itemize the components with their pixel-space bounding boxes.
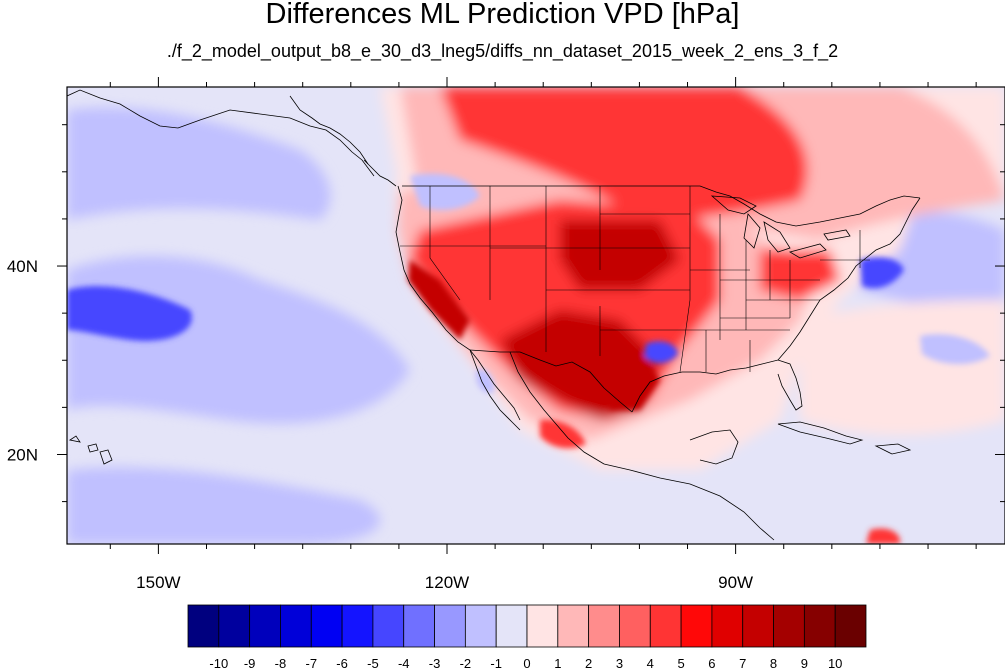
colorbar-label: 10 <box>828 656 842 671</box>
ocean-blue-north <box>67 107 331 220</box>
colorbar-box <box>773 604 805 648</box>
strong-blue-pacific <box>67 286 192 341</box>
colorbar-box <box>649 604 682 648</box>
blue-mid-atlantic <box>920 334 990 365</box>
us-west-coastline <box>395 185 521 421</box>
canada-west-coastline <box>363 159 397 187</box>
colorbar-label: -9 <box>244 656 256 671</box>
red-caribbean-patch <box>866 528 900 544</box>
dark-red-california <box>408 260 470 340</box>
ocean-blue-tropics <box>67 467 380 544</box>
lon-tick-label: 150W <box>136 573 180 592</box>
colorbar-label: 4 <box>647 656 654 671</box>
colorbar-label: -2 <box>460 656 472 671</box>
colorbar-label: -4 <box>398 656 410 671</box>
colorbar-label: 5 <box>677 656 684 671</box>
colorbar-label: -5 <box>367 656 379 671</box>
colorbar-box <box>742 604 774 648</box>
lon-tick-label: 90W <box>718 573 753 592</box>
alaska-panhandle <box>289 95 369 165</box>
colorbar-label: 1 <box>554 656 561 671</box>
colorbar-box <box>310 604 343 648</box>
colorbar-label: -10 <box>209 656 228 671</box>
red-mexico <box>540 419 586 449</box>
colorbar-box <box>588 604 620 648</box>
political-boundaries <box>67 89 921 541</box>
colorbar-label: 7 <box>739 656 746 671</box>
red-north <box>440 87 808 220</box>
dark-red-texas <box>590 350 660 410</box>
us-mexico-border <box>469 349 633 413</box>
colorbar-box <box>464 604 497 648</box>
colorbar-box <box>372 604 405 648</box>
great-lakes <box>710 195 851 259</box>
lon-tick-label: 120W <box>425 573 469 592</box>
colorbar-box <box>187 604 220 648</box>
gulf-coastline <box>631 359 803 413</box>
colorbar-label: -7 <box>305 656 317 671</box>
colorbar-box <box>249 604 281 648</box>
colorbar: -10 -9 -8 -7 -6 -5 -4 -3 -2 -1 0 1 2 3 4 5 6 7 8 9 10 <box>187 604 867 671</box>
us-canada-border <box>402 185 921 227</box>
us-east-coastline <box>777 197 921 361</box>
blue-bc-coast <box>410 173 480 211</box>
colorbar-box <box>619 604 651 648</box>
axis-tick-labels: 150W 120W 90W 40N 20N <box>7 257 753 592</box>
colorbar-box <box>711 604 744 648</box>
hispaniola-coastline <box>874 443 912 455</box>
colorbar-box <box>280 604 312 648</box>
strong-blue-gulf <box>644 341 678 364</box>
state-boundaries <box>400 186 870 373</box>
dark-red-plains <box>560 220 680 290</box>
colorbar-box <box>403 604 435 648</box>
colorbar-labels: -10 -9 -8 -7 -6 -5 -4 -3 -2 -1 0 1 2 3 4 5 6 7 8 9 10 <box>209 656 842 671</box>
field-regions <box>67 87 1005 544</box>
colorbar-box <box>434 604 466 648</box>
colorbar-box <box>495 604 528 648</box>
colorbar-label: 6 <box>708 656 715 671</box>
axis-ticks <box>57 77 1005 554</box>
vpd-difference-field <box>67 87 1005 544</box>
colorbar-box <box>218 604 251 648</box>
colorbar-label: 2 <box>585 656 592 671</box>
central-america-coastline <box>603 463 775 541</box>
colorbar-boxes <box>187 604 867 648</box>
mexico-west-coastline <box>509 351 605 465</box>
colorbar-label: 0 <box>523 656 530 671</box>
red-east <box>760 250 840 300</box>
pale-red-atlantic <box>800 300 1005 435</box>
colorbar-box <box>834 604 867 648</box>
baja-coastline <box>469 349 521 431</box>
blue-baja <box>475 369 495 393</box>
map-subtitle: ./f_2_model_output_b8_e_30_d3_lneg5/diff… <box>166 41 839 61</box>
colorbar-label: -3 <box>429 656 441 671</box>
colorbar-label: 8 <box>770 656 777 671</box>
colorbar-box <box>526 604 559 648</box>
colorbar-label: 9 <box>801 656 808 671</box>
colorbar-label: -1 <box>490 656 502 671</box>
colorbar-box <box>557 604 590 648</box>
colorbar-label: 3 <box>616 656 623 671</box>
lat-tick-label: 40N <box>7 257 38 276</box>
hawaii-islands <box>68 435 113 465</box>
field-detail-regions <box>67 173 990 544</box>
colorbar-box <box>803 604 836 648</box>
colorbar-label: -8 <box>275 656 287 671</box>
map-title: Differences ML Prediction VPD [hPa] <box>265 0 740 30</box>
colorbar-label: -6 <box>336 656 348 671</box>
cuba-coastline <box>777 421 864 445</box>
colorbar-box <box>680 604 713 648</box>
lat-tick-label: 20N <box>7 445 38 464</box>
yucatan-coastline <box>689 429 739 465</box>
colorbar-box <box>341 604 374 648</box>
strong-blue-east-coast <box>860 257 904 289</box>
plot-frame <box>66 86 1005 545</box>
alaska-coastline <box>67 89 375 177</box>
